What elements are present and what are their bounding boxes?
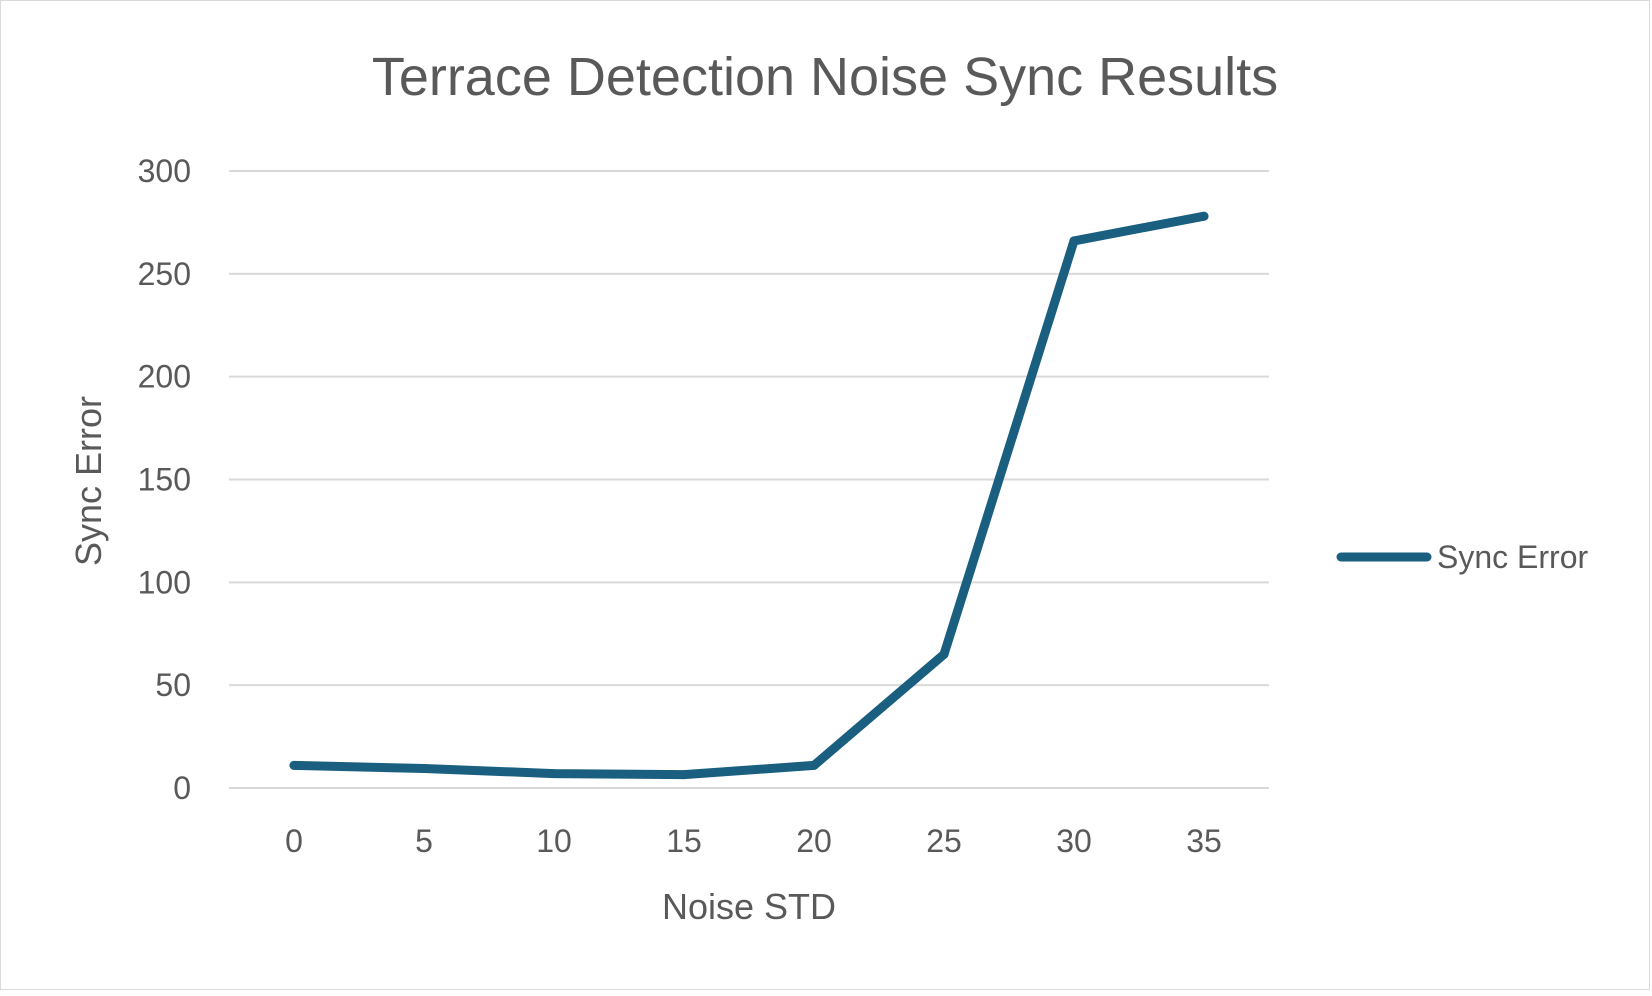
y-tick-label: 200 bbox=[138, 359, 191, 395]
y-tick-label: 50 bbox=[155, 667, 191, 703]
x-tick-label: 25 bbox=[926, 823, 962, 859]
data-point bbox=[939, 649, 949, 659]
y-tick-label: 100 bbox=[138, 564, 191, 600]
y-tick-label: 300 bbox=[138, 153, 191, 189]
legend-label: Sync Error bbox=[1437, 539, 1588, 575]
data-point bbox=[1199, 211, 1209, 221]
x-tick-label: 35 bbox=[1186, 823, 1222, 859]
x-tick-label: 0 bbox=[285, 823, 303, 859]
chart-title: Terrace Detection Noise Sync Results bbox=[372, 47, 1278, 107]
x-tick-label: 15 bbox=[666, 823, 702, 859]
x-tick-label: 5 bbox=[415, 823, 433, 859]
data-point bbox=[679, 770, 689, 780]
data-point bbox=[419, 763, 429, 773]
x-axis-tick-labels: 0 5 10 15 20 25 30 35 bbox=[285, 823, 1222, 859]
y-tick-label: 250 bbox=[138, 256, 191, 292]
x-axis-title: Noise STD bbox=[662, 886, 836, 927]
data-point bbox=[549, 769, 559, 779]
series-line bbox=[289, 211, 1209, 780]
data-point bbox=[289, 760, 299, 770]
gridlines bbox=[229, 170, 1269, 789]
y-axis-title: Sync Error bbox=[68, 396, 109, 566]
x-tick-label: 10 bbox=[536, 823, 572, 859]
y-tick-label: 150 bbox=[138, 462, 191, 498]
legend: Sync Error bbox=[1336, 539, 1588, 575]
series-layer bbox=[289, 211, 1209, 780]
y-tick-label: 0 bbox=[173, 770, 191, 806]
data-point bbox=[809, 760, 819, 770]
data-point bbox=[1069, 236, 1079, 246]
x-tick-label: 30 bbox=[1056, 823, 1092, 859]
y-axis-tick-labels: 0 50 100 150 200 250 300 bbox=[138, 153, 191, 806]
x-tick-label: 20 bbox=[796, 823, 832, 859]
